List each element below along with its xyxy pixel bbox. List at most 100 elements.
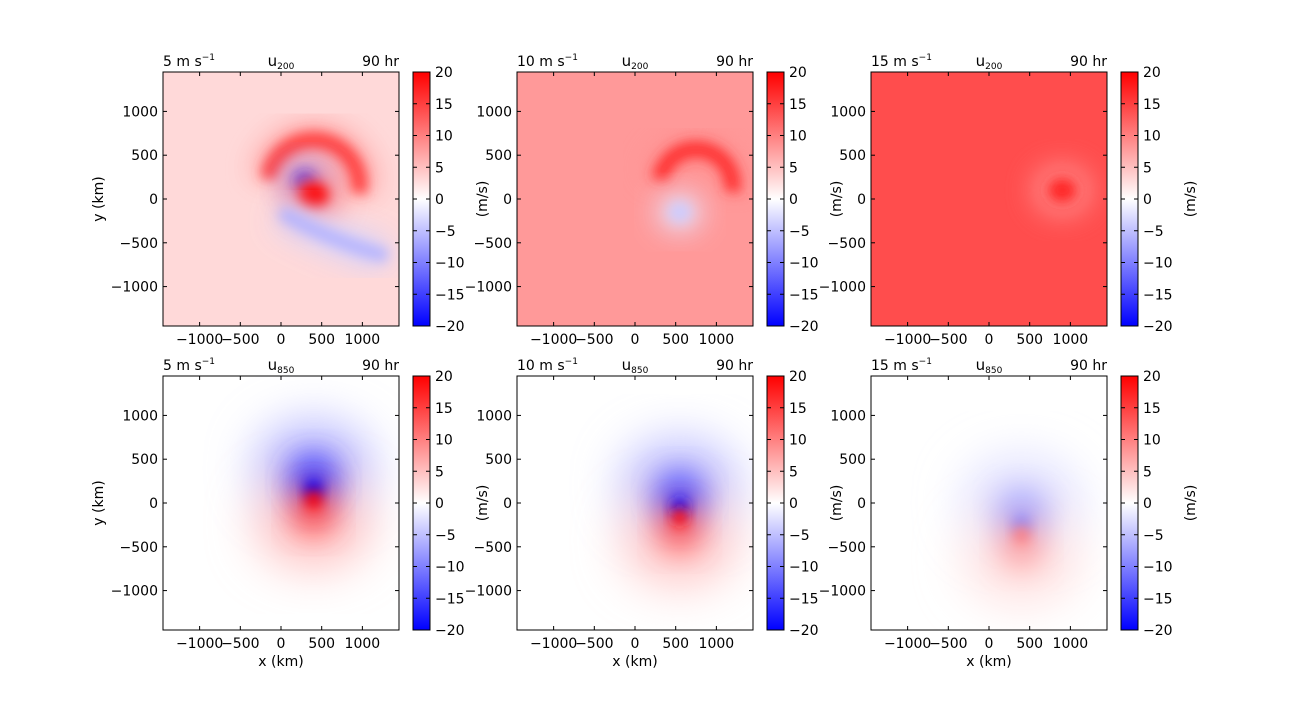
colorbar-tick-label: −15	[789, 287, 819, 303]
colorbar-tick-label: 15	[789, 97, 807, 113]
panel-time-label: 90 hr	[362, 54, 399, 70]
heatmap-field	[871, 72, 1107, 326]
colorbar-tick-label: −10	[435, 256, 465, 272]
colorbar-tick-label: −20	[789, 319, 819, 335]
colorbar-tick-label: 0	[1143, 496, 1152, 512]
colorbar-tick-label: 5	[789, 464, 798, 480]
heatmap-feature-dipole	[964, 457, 1079, 603]
y-tick-label: 500	[485, 452, 512, 468]
y-tick-label: −1000	[111, 280, 158, 296]
colorbar-tick-label: 10	[435, 129, 453, 145]
colorbar-tick-label: 20	[1143, 65, 1161, 81]
colorbar-tick-label: 20	[435, 369, 453, 385]
colorbar-tick-label: −15	[435, 287, 465, 303]
y-axis-label: y (km)	[91, 480, 107, 525]
y-tick-label: 1000	[830, 408, 866, 424]
y-tick-label: 1000	[476, 104, 512, 120]
y-tick-label: 500	[839, 452, 866, 468]
colorbar-tick-label: 10	[435, 433, 453, 449]
y-tick-label: 0	[149, 192, 158, 208]
x-tick-label: 500	[1016, 636, 1043, 652]
colorbar-tick-label: 0	[789, 192, 798, 208]
x-tick-label: 1000	[1053, 332, 1089, 348]
colorbar-tick-label: −15	[1143, 591, 1173, 607]
colorbar-label: (m/s)	[1183, 485, 1199, 522]
x-axis-label: x (km)	[966, 654, 1011, 670]
heatmap-feature-dipole	[256, 422, 371, 568]
colorbar-tick-label: −5	[789, 528, 810, 544]
colorbar: 20 15 10 5 0 −5 −10 −15 −20 (m/s)	[766, 65, 845, 335]
panel-time-label: 90 hr	[1070, 358, 1107, 374]
heatmap-feature-blob	[1032, 165, 1092, 216]
x-tick-label: 0	[277, 332, 286, 348]
y-tick-label: 1000	[476, 408, 512, 424]
x-tick-label: −500	[575, 332, 613, 348]
colorbar: 20 15 10 5 0 −5 −10 −15 −20 (m/s)	[1120, 65, 1199, 335]
y-tick-label: 0	[857, 496, 866, 512]
heatmap-background	[163, 72, 399, 326]
panel-variable-title: u850	[622, 356, 649, 376]
x-tick-label: 0	[631, 332, 640, 348]
colorbar-tick-label: 5	[789, 160, 798, 176]
panel-variable-title: u200	[268, 52, 295, 72]
heatmap-field	[871, 376, 1107, 630]
colorbar-tick-label: 15	[435, 401, 453, 417]
colorbar-tick-label: −20	[435, 319, 465, 335]
heatmap-field	[163, 376, 399, 630]
y-tick-label: −500	[474, 236, 512, 252]
colorbar-tick-label: 15	[1143, 401, 1161, 417]
x-tick-label: −1000	[530, 332, 577, 348]
panel-time-label: 90 hr	[362, 358, 399, 374]
colorbar-label: (m/s)	[1183, 181, 1199, 218]
y-tick-label: −1000	[465, 584, 512, 600]
colorbar: 20 15 10 5 0 −5 −10 −15 −20 (m/s)	[412, 65, 491, 335]
panel-time-label: 90 hr	[716, 54, 753, 70]
x-tick-label: 0	[631, 636, 640, 652]
colorbar-label: (m/s)	[475, 181, 491, 218]
panel-variable-title: u200	[976, 52, 1003, 72]
x-tick-label: −500	[221, 636, 259, 652]
x-tick-label: 1000	[345, 332, 381, 348]
panel-time-label: 90 hr	[1070, 54, 1107, 70]
y-tick-label: −500	[120, 540, 158, 556]
x-tick-label: 500	[662, 636, 689, 652]
colorbar-tick-label: −10	[1143, 560, 1173, 576]
heatmap-background	[517, 72, 753, 326]
x-tick-label: 0	[985, 636, 994, 652]
colorbar-tick-label: 5	[435, 160, 444, 176]
colorbar-tick-label: −15	[1143, 287, 1173, 303]
colorbar-label: (m/s)	[475, 485, 491, 522]
colorbar-tick-label: 15	[1143, 97, 1161, 113]
colorbar-tick-label: 10	[789, 433, 807, 449]
x-tick-label: −500	[929, 636, 967, 652]
x-tick-label: 1000	[1053, 636, 1089, 652]
panel-variable-title: u200	[622, 52, 649, 72]
y-tick-label: −1000	[111, 584, 158, 600]
colorbar: 20 15 10 5 0 −5 −10 −15 −20 (m/s)	[412, 369, 491, 639]
panel-shear-label: 15 m s−1	[871, 53, 932, 70]
x-axis-label: x (km)	[258, 654, 303, 670]
colorbar-tick-label: −10	[1143, 256, 1173, 272]
y-tick-label: 1000	[122, 104, 158, 120]
colorbar-tick-label: 5	[1143, 160, 1152, 176]
x-tick-label: 500	[308, 636, 335, 652]
heatmap-field	[517, 72, 753, 326]
y-tick-label: −500	[828, 540, 866, 556]
y-tick-label: −500	[828, 236, 866, 252]
x-tick-label: 1000	[345, 636, 381, 652]
colorbar-tick-label: −5	[1143, 528, 1164, 544]
colorbar-tick-label: −15	[435, 591, 465, 607]
colorbar-tick-label: −15	[789, 591, 819, 607]
colorbar-tick-label: 10	[1143, 129, 1161, 145]
x-tick-label: −1000	[884, 636, 931, 652]
y-tick-label: 500	[839, 148, 866, 164]
panel-variable-title: u850	[976, 356, 1003, 376]
y-tick-label: −1000	[819, 280, 866, 296]
y-tick-label: 0	[857, 192, 866, 208]
colorbar-tick-label: 0	[1143, 192, 1152, 208]
